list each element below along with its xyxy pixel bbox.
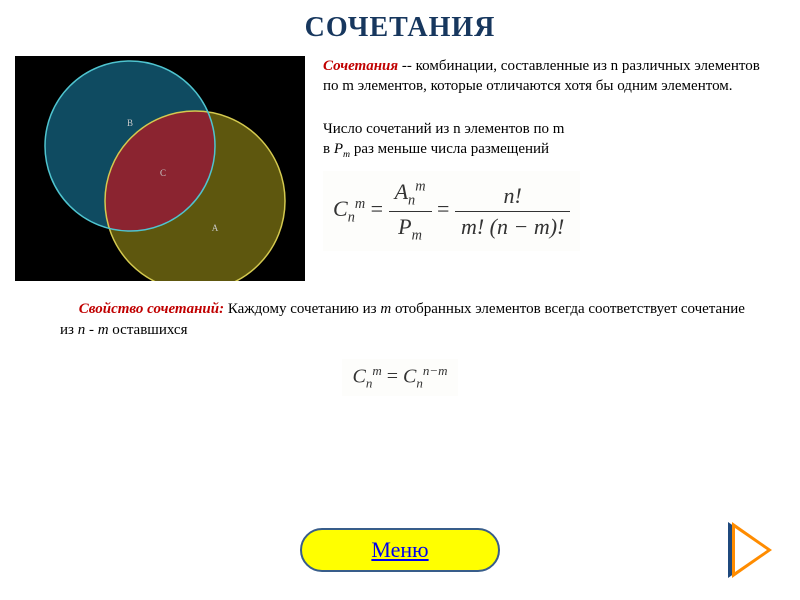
property-label: Свойство сочетаний: [79, 301, 224, 317]
f-eq1: = [371, 196, 389, 221]
venn-diagram: B A C [15, 56, 305, 281]
fs-C1-sup: m [372, 363, 381, 378]
definition-term: Сочетания [323, 58, 398, 74]
f-num: n! [455, 181, 570, 212]
count-line2b: раз меньше числа размещений [350, 141, 549, 157]
fs-C2: C [403, 366, 416, 388]
count-pm: Pm [334, 141, 350, 157]
f-P-sub: m [412, 227, 422, 243]
f-A: A [395, 179, 408, 204]
menu-button[interactable]: Меню [300, 528, 500, 572]
fs-C2-sup: n−m [423, 363, 448, 378]
count-pm-p: P [334, 141, 343, 157]
venn-label-c: C [160, 168, 166, 178]
menu-button-label: Меню [371, 537, 428, 562]
f-A-sup: m [415, 179, 425, 195]
top-row: B A C Сочетания -- комбинации, составлен… [0, 44, 800, 281]
formula-main: Cnm = Anm Pm = n! m! (n − m)! [323, 171, 580, 251]
page-title: СОЧЕТАНИЯ [0, 0, 800, 44]
venn-label-a: A [212, 223, 219, 233]
venn-svg: B A C [15, 56, 305, 281]
f-eq2: = [437, 196, 455, 221]
definition-dash: -- [398, 58, 416, 74]
fs-C1: C [352, 366, 365, 388]
f-den: m! (n − m)! [455, 212, 570, 242]
definition-paragraph: Сочетания -- комбинации, составленные из… [323, 56, 770, 97]
property-paragraph: Свойство сочетаний: Каждому сочетанию из… [0, 281, 800, 341]
f-C-sup: m [355, 196, 365, 212]
right-column: Сочетания -- комбинации, составленные из… [323, 56, 770, 281]
next-arrow-icon[interactable] [732, 522, 772, 578]
count-line2a: в [323, 141, 334, 157]
count-pm-sub: m [343, 149, 350, 160]
formula-property: Cnm = Cnn−m [0, 359, 800, 396]
venn-label-b: B [127, 118, 133, 128]
property-text-a: Каждому сочетанию из [224, 301, 380, 317]
f-frac2: n! m! (n − m)! [455, 181, 570, 241]
count-line1: Число сочетаний из n элементов по m [323, 121, 564, 137]
f-frac1: Anm Pm [389, 177, 432, 245]
f-C-sub: n [348, 210, 355, 226]
count-paragraph: Число сочетаний из n элементов по m в Pm… [323, 119, 770, 161]
f-P: P [398, 214, 411, 239]
f-C: C [333, 196, 348, 221]
fs-eq: = [387, 366, 403, 388]
property-m: m [380, 301, 391, 317]
property-text-c: оставшихся [109, 322, 188, 338]
property-nm: n - m [78, 322, 109, 338]
